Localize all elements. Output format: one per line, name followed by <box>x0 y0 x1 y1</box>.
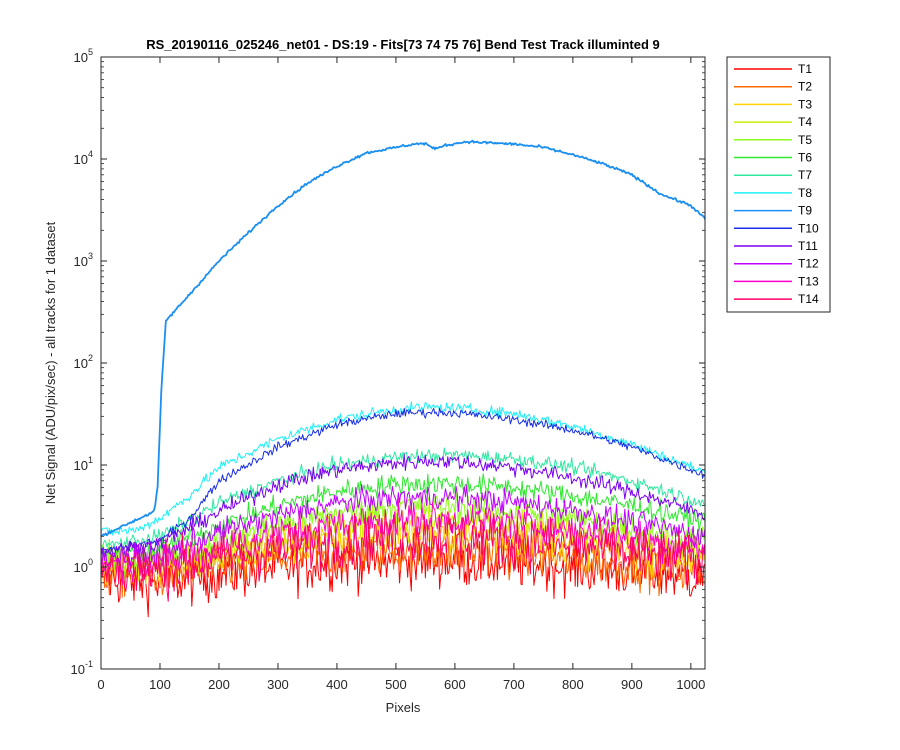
legend-box <box>726 56 831 313</box>
x-tick-label: 500 <box>385 677 407 692</box>
y-tick-label: 10-1 <box>71 659 93 677</box>
series-line-t7 <box>100 447 706 555</box>
legend-label: T8 <box>798 186 812 200</box>
chart-title: RS_20190116_025246_net01 - DS:19 - Fits[… <box>146 37 660 52</box>
series-line-t10 <box>100 407 706 555</box>
legend-label: T9 <box>798 204 812 218</box>
y-tick-label: 104 <box>74 149 93 167</box>
legend: T1 T2 T3 T4 T5 T6 T7 T8 T9 T10 T11 T12 T13 T14 <box>726 56 831 313</box>
x-tick-label: 200 <box>208 677 230 692</box>
x-tick-label: 700 <box>503 677 525 692</box>
legend-label: T11 <box>798 239 818 253</box>
legend-label: T12 <box>798 257 819 271</box>
y-axis: 10-1 100 101 102 103 104 105 <box>71 47 705 677</box>
y-tick-label: 102 <box>74 353 93 371</box>
series-line-t6 <box>100 473 706 565</box>
series-line-t9 <box>100 139 706 537</box>
x-tick-label: 300 <box>267 677 289 692</box>
legend-label: T3 <box>798 97 812 111</box>
legend-label: T6 <box>798 151 812 165</box>
y-tick-label: 101 <box>74 455 93 473</box>
x-tick-label: 800 <box>562 677 584 692</box>
x-tick-label: 900 <box>621 677 643 692</box>
y-axis-label: Net Signal (ADU/pix/sec) - all tracks fo… <box>43 221 58 504</box>
y-tick-label: 103 <box>74 251 93 269</box>
x-tick-label: 400 <box>326 677 348 692</box>
y-tick-label: 105 <box>74 47 93 65</box>
x-axis-label: Pixels <box>386 700 421 715</box>
y-tick-label: 100 <box>74 557 93 575</box>
legend-label: T10 <box>798 221 819 235</box>
legend-label: T14 <box>798 292 819 306</box>
x-tick-label: 600 <box>444 677 466 692</box>
x-tick-label: 100 <box>149 677 171 692</box>
legend-label: T2 <box>798 80 812 94</box>
x-axis: 0 100 200 300 400 500 600 700 800 900 1000 <box>97 57 705 692</box>
legend-label: T4 <box>798 115 812 129</box>
legend-label: T7 <box>798 168 812 182</box>
legend-label: T5 <box>798 133 812 147</box>
legend-label: T13 <box>798 274 819 288</box>
series-layer <box>100 139 706 618</box>
x-tick-label: 1000 <box>676 677 705 692</box>
x-tick-label: 0 <box>97 677 104 692</box>
series-line-t14 <box>100 509 706 602</box>
series-line-t11 <box>100 453 706 558</box>
legend-label: T1 <box>798 62 812 76</box>
